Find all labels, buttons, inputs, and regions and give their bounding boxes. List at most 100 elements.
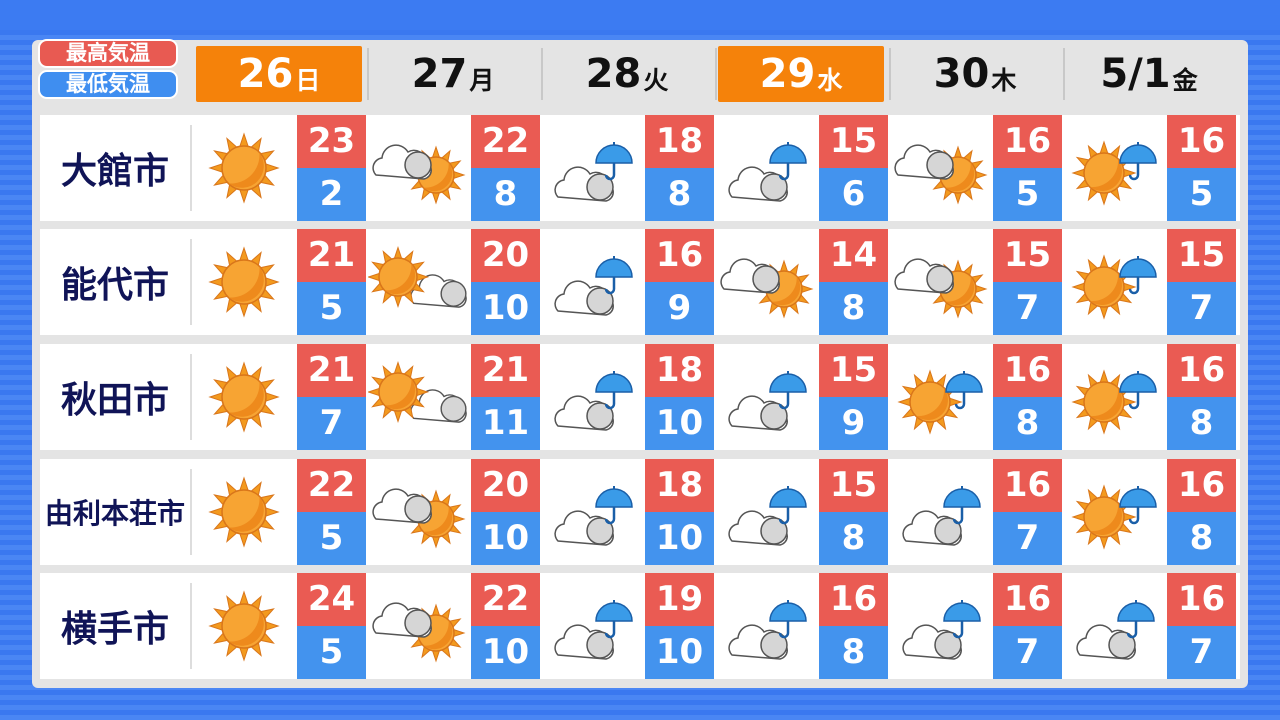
- day-number: 5/1: [1100, 51, 1171, 97]
- umbrella-icon: [595, 486, 633, 525]
- legend-high: 最高気温: [38, 39, 178, 68]
- umbrella-icon: [1119, 142, 1157, 181]
- high-temp: 16: [819, 573, 888, 626]
- day-number: 27: [411, 51, 468, 97]
- legend-low: 最低気温: [38, 70, 178, 99]
- cloud-icon: [554, 395, 614, 431]
- high-temp: 21: [297, 229, 366, 282]
- sun-icon: [1071, 484, 1137, 550]
- weather-cloudy-rain-icon: [902, 486, 981, 546]
- weather-sunny-rain-icon: [1071, 140, 1157, 206]
- high-temp: 19: [645, 573, 714, 626]
- sun-icon: [208, 476, 280, 548]
- weather-cloudy-then-sunny-icon: [720, 258, 814, 319]
- high-temp: 14: [819, 229, 888, 282]
- weather-sunny-rain-icon: [1071, 254, 1157, 320]
- forecast-cell: 14 8: [714, 229, 888, 335]
- forecast-cell: 18 10: [540, 344, 714, 450]
- weather-cloudy-rain-icon: [728, 486, 807, 546]
- weekday: 火: [643, 66, 669, 95]
- forecast-cell: 16 7: [888, 573, 1062, 679]
- cloud-icon: [554, 624, 614, 660]
- forecast-cell: 16 7: [1062, 573, 1236, 679]
- high-temp: 15: [993, 229, 1062, 282]
- forecast-cell: 21 7: [192, 344, 366, 450]
- low-temp: 5: [1167, 168, 1236, 221]
- day-header-5: 5/1 金: [1064, 46, 1234, 102]
- high-temp: 20: [471, 459, 540, 512]
- forecast-cell: 16 5: [888, 115, 1062, 221]
- umbrella-icon: [769, 371, 807, 410]
- weather-sunny-icon: [208, 361, 280, 433]
- day-separator: [889, 48, 891, 100]
- day-number: 28: [585, 51, 642, 97]
- high-temp: 15: [819, 459, 888, 512]
- sun-icon: [1071, 140, 1137, 206]
- umbrella-icon: [1119, 256, 1157, 295]
- cloud-icon: [728, 510, 788, 546]
- divider: [190, 125, 192, 211]
- weekday: 日: [295, 66, 321, 95]
- high-temp: 22: [471, 115, 540, 168]
- high-temp: 16: [1167, 115, 1236, 168]
- low-temp: 8: [993, 397, 1062, 450]
- high-temp: 16: [1167, 573, 1236, 626]
- forecast-cell: 15 7: [888, 229, 1062, 335]
- divider: [190, 354, 192, 440]
- forecast-cell: 16 5: [1062, 115, 1236, 221]
- forecast-cell: 21 5: [192, 229, 366, 335]
- weather-cloudy-rain-icon: [728, 142, 807, 202]
- day-header-3: 29 水: [718, 46, 884, 102]
- weather-sunny-then-cloudy-icon: [368, 360, 467, 424]
- low-temp: 2: [297, 168, 366, 221]
- city-name: 大館市: [60, 151, 169, 192]
- forecast-cell: 15 6: [714, 115, 888, 221]
- high-temp: 15: [819, 344, 888, 397]
- cloud-icon: [728, 166, 788, 202]
- umbrella-icon: [769, 142, 807, 181]
- umbrella-icon: [1117, 600, 1155, 639]
- umbrella-icon: [595, 371, 633, 410]
- high-temp: 22: [471, 573, 540, 626]
- weather-cloudy-then-sunny-icon: [894, 258, 988, 319]
- forecast-cell: 18 8: [540, 115, 714, 221]
- forecast-cell: 18 10: [540, 459, 714, 565]
- cloud-icon: [728, 624, 788, 660]
- weekday: 木: [991, 66, 1017, 95]
- day-header-0: 26 日: [196, 46, 362, 102]
- cloud-icon: [554, 166, 614, 202]
- low-temp: 8: [1167, 512, 1236, 565]
- weather-sunny-icon: [208, 476, 280, 548]
- low-temp: 7: [297, 397, 366, 450]
- forecast-cell: 16 7: [888, 459, 1062, 565]
- weather-cloudy-rain-icon: [554, 600, 633, 660]
- legend: 最高気温 最低気温: [38, 39, 178, 99]
- high-temp: 21: [297, 344, 366, 397]
- high-temp: 16: [1167, 459, 1236, 512]
- cloud-icon: [372, 144, 432, 180]
- cloud-icon: [554, 280, 614, 316]
- low-temp: 8: [1167, 397, 1236, 450]
- high-temp: 16: [1167, 344, 1236, 397]
- weather-sunny-icon: [208, 246, 280, 318]
- weather-sunny-icon: [208, 132, 280, 204]
- sun-icon: [208, 132, 280, 204]
- cloud-icon: [728, 395, 788, 431]
- forecast-cell: 22 8: [366, 115, 540, 221]
- high-temp: 16: [993, 344, 1062, 397]
- low-temp: 9: [645, 282, 714, 335]
- city-name: 由利本荘市: [44, 497, 185, 530]
- high-temp: 16: [645, 229, 714, 282]
- high-temp: 22: [297, 459, 366, 512]
- high-temp: 24: [297, 573, 366, 626]
- cloud-icon: [720, 258, 780, 294]
- cloud-icon: [1076, 624, 1136, 660]
- low-temp: 6: [819, 168, 888, 221]
- low-temp: 10: [471, 626, 540, 679]
- forecast-cell: 16 8: [888, 344, 1062, 450]
- forecast-cell: 22 5: [192, 459, 366, 565]
- day-header-1: 27 月: [368, 46, 538, 102]
- low-temp: 10: [645, 397, 714, 450]
- weather-cloudy-rain-icon: [554, 371, 633, 431]
- cloud-icon: [894, 258, 954, 294]
